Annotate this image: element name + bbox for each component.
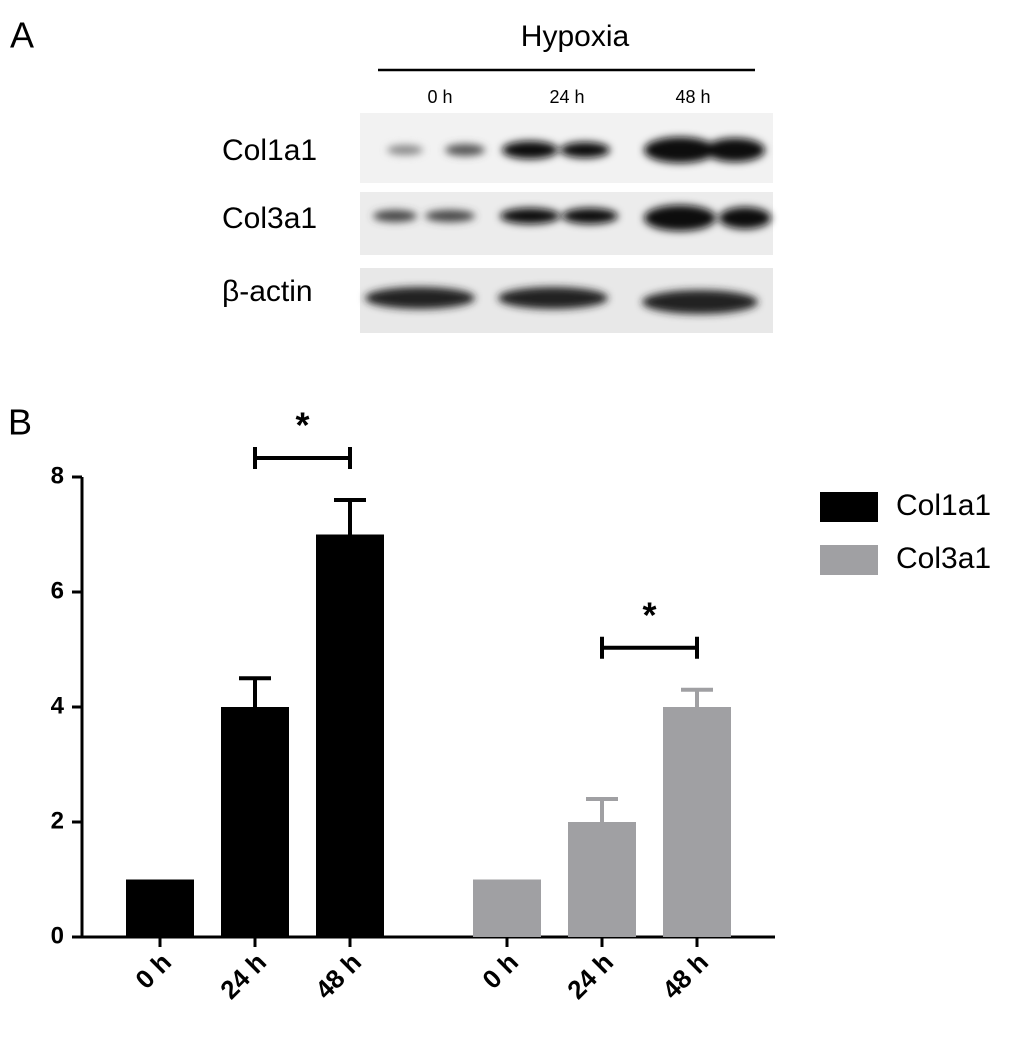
bar <box>473 879 541 937</box>
error-bar <box>681 687 713 707</box>
bar <box>663 707 731 937</box>
lane-label: 24 h <box>549 87 584 107</box>
row-label: Col3a1 <box>222 202 317 235</box>
significance-label: * <box>642 594 656 635</box>
bar <box>568 822 636 937</box>
significance-bracket <box>253 447 352 469</box>
panel-label: A <box>10 15 34 56</box>
blot <box>360 113 773 333</box>
y-tick-label: 0 <box>51 922 64 949</box>
error-bar <box>239 676 271 707</box>
lane-label: 48 h <box>675 87 710 107</box>
x-tick-label: 48 h <box>309 947 367 1005</box>
x-tick-label: 0 h <box>476 947 524 995</box>
error-bar <box>334 498 366 535</box>
legend-swatch <box>820 545 878 575</box>
x-tick-label: 24 h <box>214 947 272 1005</box>
row-label: Col1a1 <box>222 134 317 167</box>
bar <box>221 707 289 937</box>
bar <box>316 534 384 937</box>
error-bar <box>586 797 618 822</box>
y-tick-label: 8 <box>51 462 64 489</box>
chart: 0 2 4 6 8 0 h 24 h 48 h * Col1a1 0 h 24 h 48 h * Col3a… <box>51 405 991 1005</box>
condition-label: Hypoxia <box>521 20 630 53</box>
x-tick-label: 24 h <box>561 947 619 1005</box>
y-tick-label: 2 <box>51 807 64 834</box>
y-tick-label: 4 <box>51 692 65 719</box>
significance-bracket <box>600 636 699 659</box>
row-label: β-actin <box>222 275 313 308</box>
x-tick-label: 48 h <box>656 947 714 1005</box>
y-tick-label: 6 <box>51 577 64 604</box>
legend-swatch <box>820 492 878 522</box>
x-tick-label: 0 h <box>129 947 177 995</box>
legend-label: Col1a1 <box>896 489 991 522</box>
panel-label: B <box>8 402 32 443</box>
significance-label: * <box>295 405 309 446</box>
legend-label: Col3a1 <box>896 542 991 575</box>
lane-label: 0 h <box>427 87 452 107</box>
bar <box>126 879 194 937</box>
